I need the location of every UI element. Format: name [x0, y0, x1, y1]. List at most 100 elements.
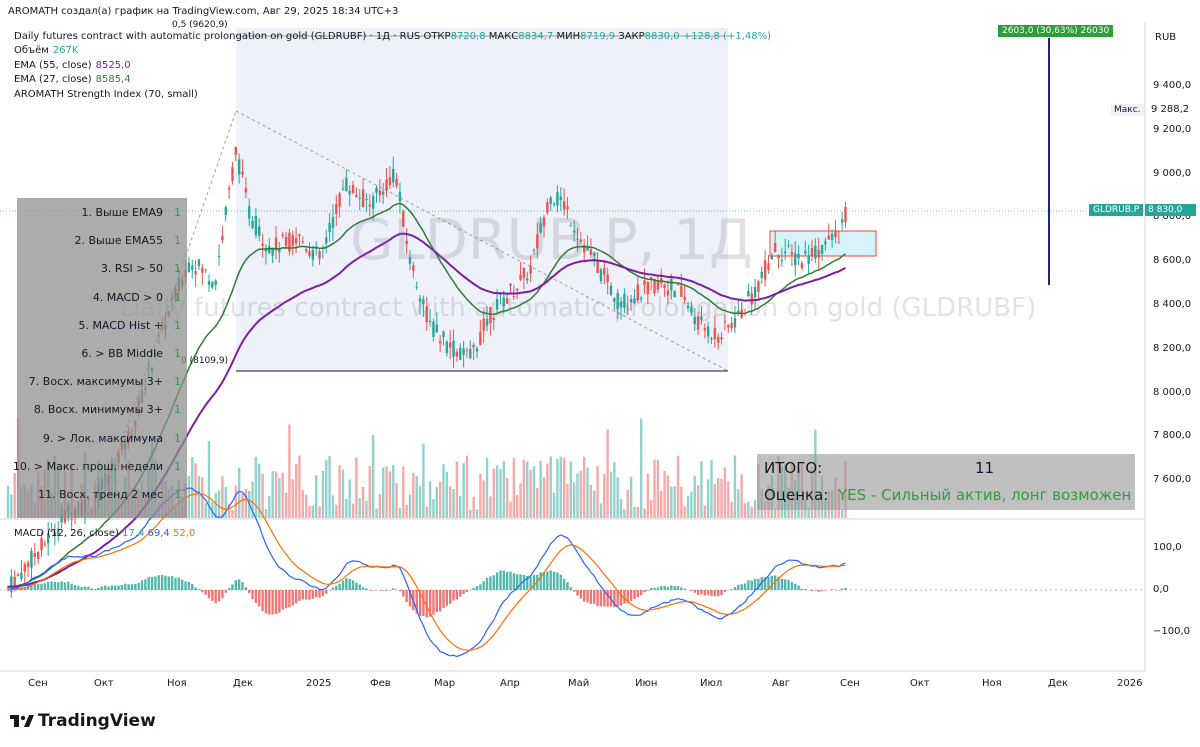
macd-label: MACD (12, 26, close) — [14, 528, 119, 539]
price-tick: 8 200,0 — [1153, 342, 1192, 354]
checklist-value: 1 — [174, 347, 181, 360]
ohlc-мин: МИН8719,9 — [553, 31, 616, 42]
change-value: +128,8 (+1,48%) — [682, 31, 771, 42]
time-label: Ноя — [982, 678, 1002, 689]
indicator-legend-2[interactable]: EMA (27, close) 8585,4 — [14, 74, 131, 85]
checklist-label: 5. MACD Hist + — [78, 318, 163, 332]
max-label: Макс. — [1111, 104, 1144, 116]
checklist-value: 1 — [174, 262, 181, 276]
time-label: Май — [568, 678, 590, 689]
macd-signal-line — [7, 492, 846, 651]
price-tick: 8 800,0 — [1153, 211, 1192, 223]
fib-zone — [236, 28, 728, 371]
indicator-name: EMA (27, close) — [14, 74, 92, 85]
macd-value: 52,0 — [169, 528, 196, 539]
indicator-name: EMA (55, close) — [14, 59, 92, 71]
checklist-value: 1 — [174, 234, 181, 248]
checklist-label: 10. > Макс. прош. недели — [12, 459, 163, 473]
checklist-label: 7. Восх. максимумы 3+ — [28, 375, 163, 389]
checklist-value: 1 — [174, 488, 181, 501]
checklist-value: 1 — [174, 290, 181, 304]
symbol-price-tag: 8 830,0 — [1145, 204, 1196, 216]
checklist-label: 6. > BB Middle — [81, 347, 163, 360]
time-label: Июл — [700, 678, 723, 689]
checklist-label: 2. Выше EMA55 — [74, 234, 163, 248]
macd-tick: 100,0 — [1153, 542, 1182, 553]
tradingview-logo[interactable]: TradingView — [10, 711, 156, 731]
checklist-value: 1 — [174, 459, 181, 473]
watermark-description: Daily futures contract with automatic pr… — [120, 293, 1037, 323]
time-label: Окт — [910, 678, 930, 689]
checklist-value: 1 — [174, 375, 181, 389]
time-label: Сен — [840, 678, 860, 689]
checklist-label: 9. > Лок. максимума — [42, 431, 163, 445]
time-label: 2026 — [1117, 678, 1143, 689]
price-tick: 8 000,0 — [1153, 386, 1192, 398]
time-label: Дек — [1048, 678, 1069, 689]
total-value: 11 — [975, 459, 995, 477]
indicator-legend-3[interactable]: AROMATH Strength Index (70, small) — [14, 89, 198, 100]
watermark-symbol: GLDRUB.P, 1Д — [350, 208, 753, 273]
price-axis[interactable] — [1145, 22, 1200, 519]
indicator-name: Объём — [14, 45, 49, 56]
checklist-value: 1 — [174, 318, 181, 332]
indicator-value: 8525,0 — [95, 59, 131, 71]
time-label: Окт — [94, 678, 114, 689]
checklist-label: 8. Восх. минимумы 3+ — [33, 403, 163, 417]
checklist-value: 1 — [174, 403, 181, 417]
time-label: Фев — [370, 678, 391, 689]
time-label: Мар — [434, 678, 456, 689]
rating-value: YES - Сильный актив, лонг возможен — [838, 486, 1132, 504]
macd-tick: −100,0 — [1153, 626, 1191, 637]
max-value: 9 288,2 — [1151, 104, 1190, 115]
ohlc-макс: МАКС8834,7 — [485, 31, 554, 42]
fib-bottom-label: 0 (8109,9) — [181, 356, 229, 366]
checklist-value: 1 — [174, 431, 181, 445]
price-tick: 7 600,0 — [1153, 474, 1192, 486]
indicator-name: AROMATH Strength Index (70, small) — [14, 88, 198, 100]
ohlc-values: ОТКР8720,8 МАКС8834,7 МИН8719,9 ЗАКР8830… — [423, 31, 679, 42]
time-label: Июн — [635, 678, 658, 689]
instrument-legend[interactable]: Daily futures contract with automatic pr… — [14, 31, 771, 42]
time-label: 2025 — [306, 678, 332, 689]
measure-tag[interactable]: 2603,0 (30,63%) 26030 — [998, 25, 1114, 37]
strength-checklist-panel: 1. Выше EMA9 1 2. Выше EMA55 1 3. RSI > 50 1 4… — [13, 198, 187, 518]
price-tick: 9 000,0 — [1153, 167, 1192, 179]
macd-tick: 0,0 — [1153, 584, 1169, 595]
ohlc-закр: ЗАКР8830,0 — [615, 31, 680, 42]
price-tick: 7 800,0 — [1153, 430, 1192, 442]
fib-top-label: 0,5 (9620,9) — [172, 20, 228, 30]
rating-label: Оценка: — [764, 486, 829, 504]
macd-value: 69,4 — [144, 528, 170, 539]
logo-text: TradingView — [38, 711, 156, 731]
price-tick: 9 400,0 — [1153, 80, 1192, 91]
currency-label[interactable]: RUB — [1155, 32, 1177, 43]
macd-legend[interactable]: MACD (12, 26, close) 17,4 69,4 52,0 — [14, 528, 195, 539]
chart-author-title: AROMATH создал(а) график на TradingView.… — [8, 6, 399, 17]
tradingview-logo-icon — [10, 715, 34, 727]
indicator-legend-0[interactable]: Объём 267K — [14, 45, 78, 56]
indicator-legend-1[interactable]: EMA (55, close) 8525,0 — [14, 60, 131, 71]
checklist-label: 1. Выше EMA9 — [81, 206, 163, 219]
time-label: Апр — [500, 678, 520, 689]
checklist-label: 4. MACD > 0 — [92, 290, 163, 304]
total-label: ИТОГО: — [764, 459, 823, 477]
time-label: Ноя — [167, 678, 187, 689]
price-tick: 8 600,0 — [1153, 255, 1192, 267]
price-tick: 8 400,0 — [1153, 299, 1192, 310]
checklist-value: 1 — [174, 206, 181, 219]
macd-line — [7, 487, 846, 658]
indicator-value: 267K — [52, 45, 79, 56]
time-label: Сен — [28, 678, 48, 689]
symbol-tag: GLDRUB.P — [1089, 204, 1144, 216]
summary-panel: ИТОГО: 11 Оценка: YES - Сильный актив, л… — [757, 454, 1135, 510]
instrument-name: Daily futures contract with automatic pr… — [14, 31, 421, 42]
checklist-label: 3. RSI > 50 — [100, 262, 163, 276]
time-label: Авг — [772, 678, 790, 689]
price-tick: 9 200,0 — [1153, 123, 1192, 135]
checklist-label: 11. Восх. тренд 2 мес — [38, 488, 163, 501]
time-label: Дек — [233, 678, 254, 689]
indicator-value: 8585,4 — [95, 74, 131, 85]
macd-value: 17,4 — [122, 528, 145, 539]
ohlc-откр: ОТКР8720,8 — [423, 31, 486, 42]
